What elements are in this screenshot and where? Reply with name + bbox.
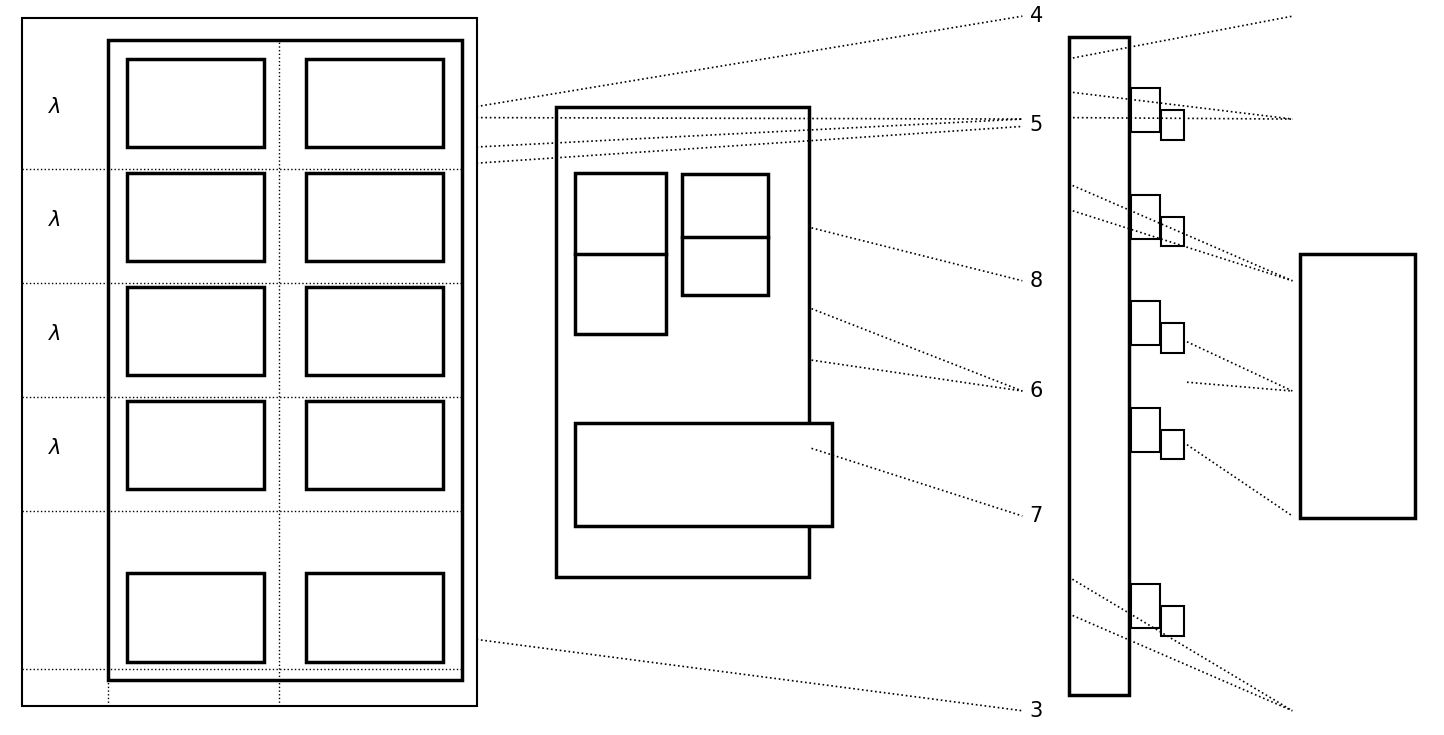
Text: 8: 8 — [1030, 270, 1043, 291]
Bar — [1161, 217, 1184, 246]
Bar — [575, 423, 832, 526]
Bar — [1131, 584, 1160, 628]
Bar — [1131, 301, 1160, 345]
Bar — [575, 173, 666, 334]
Bar — [306, 401, 443, 489]
Text: $\lambda$: $\lambda$ — [48, 324, 62, 345]
Bar — [108, 40, 462, 680]
Bar — [306, 287, 443, 375]
Bar — [1161, 323, 1184, 353]
Bar — [22, 18, 477, 706]
Bar — [1161, 110, 1184, 140]
Bar — [1161, 606, 1184, 636]
Bar — [682, 174, 768, 295]
Bar — [306, 573, 443, 662]
Text: 5: 5 — [1030, 115, 1043, 135]
Bar — [127, 59, 264, 147]
Bar — [127, 573, 264, 662]
Text: 4: 4 — [1030, 6, 1043, 26]
Bar — [127, 401, 264, 489]
Text: 7: 7 — [1030, 506, 1043, 526]
Bar — [306, 173, 443, 261]
Bar — [127, 173, 264, 261]
Bar — [1300, 254, 1415, 518]
Text: $\lambda$: $\lambda$ — [48, 96, 62, 117]
Text: $\lambda$: $\lambda$ — [48, 210, 62, 231]
Text: 6: 6 — [1030, 381, 1043, 401]
Bar — [1161, 430, 1184, 459]
Bar — [556, 107, 809, 577]
Text: $\lambda$: $\lambda$ — [48, 438, 62, 459]
Text: 3: 3 — [1030, 700, 1043, 721]
Bar — [1131, 88, 1160, 132]
Bar — [127, 287, 264, 375]
Bar — [306, 59, 443, 147]
Bar — [1131, 195, 1160, 239]
Bar — [1131, 408, 1160, 452]
Bar — [1069, 37, 1129, 695]
